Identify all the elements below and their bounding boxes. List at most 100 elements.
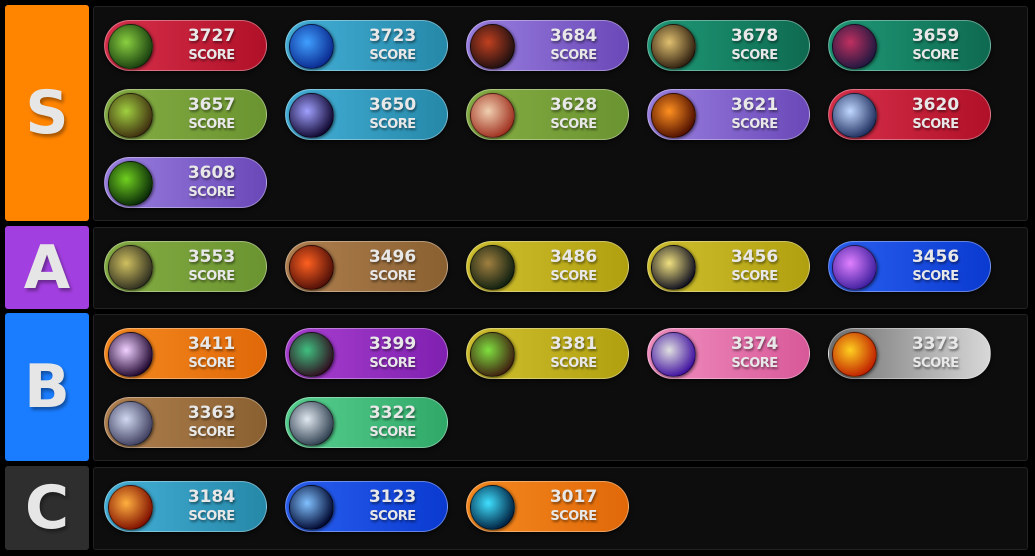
tier-label-s: S	[5, 5, 89, 221]
score-card[interactable]: 3123 SCORE	[285, 481, 448, 532]
score-value: 3684	[549, 26, 598, 46]
score-value: 3727	[187, 26, 236, 46]
golden-hood-icon	[651, 24, 696, 69]
score-label: SCORE	[731, 356, 778, 371]
score-value: 3608	[187, 163, 236, 183]
score-card[interactable]: 3727 SCORE	[104, 20, 267, 71]
score-value: 3123	[368, 487, 417, 507]
score-card[interactable]: 3657 SCORE	[104, 88, 267, 140]
score-card[interactable]: 3456 SCORE	[647, 241, 810, 292]
fireball-icon	[108, 485, 153, 530]
score-label: SCORE	[188, 48, 235, 63]
score-card[interactable]: 3363 SCORE	[104, 396, 267, 448]
score-card[interactable]: 3608 SCORE	[104, 157, 267, 208]
score-label: SCORE	[369, 424, 416, 440]
score-card[interactable]: 3373 SCORE	[828, 328, 991, 379]
score-label: SCORE	[912, 356, 959, 371]
score-value: 3650	[368, 94, 417, 115]
score-value: 3374	[730, 334, 779, 354]
score-card[interactable]: 3621 SCORE	[647, 88, 810, 140]
score-label: SCORE	[369, 509, 416, 524]
shadow-burst-icon	[108, 332, 153, 377]
score-card[interactable]: 3628 SCORE	[466, 88, 629, 140]
lightning-icon	[289, 485, 334, 530]
score-card[interactable]: 3381 SCORE	[466, 328, 629, 379]
score-label: SCORE	[188, 116, 235, 132]
score-card[interactable]: 3678 SCORE	[647, 20, 810, 71]
tier-row-a: 3553 SCORE 3496 SCORE 3486 SCORE 3456 SCORE 3456…	[93, 227, 1028, 309]
score-label: SCORE	[369, 48, 416, 63]
score-value: 3399	[368, 334, 417, 354]
score-card[interactable]: 3017 SCORE	[466, 481, 629, 532]
score-card[interactable]: 3399 SCORE	[285, 328, 448, 379]
score-label: SCORE	[188, 509, 235, 524]
fire-slash-icon	[651, 92, 696, 138]
score-card[interactable]: 3486 SCORE	[466, 241, 629, 292]
score-value: 3322	[368, 402, 417, 423]
tier-row-c: 3184 SCORE 3123 SCORE 3017 SCORE	[93, 467, 1028, 550]
bandaged-fist-icon	[470, 92, 515, 138]
score-value: 3621	[730, 94, 779, 115]
beast-face-icon	[289, 400, 334, 446]
war-hammer-icon	[651, 332, 696, 377]
score-label: SCORE	[550, 116, 597, 132]
score-label: SCORE	[550, 356, 597, 371]
score-value: 3373	[911, 334, 960, 354]
score-value: 3456	[911, 247, 960, 267]
score-label: SCORE	[731, 269, 778, 284]
steel-gauntlet-icon	[108, 400, 153, 446]
score-value: 3659	[911, 26, 960, 46]
score-label: SCORE	[188, 356, 235, 371]
tier-label-a: A	[5, 226, 89, 309]
nature-crossed-blades-icon	[470, 332, 515, 377]
score-card[interactable]: 3184 SCORE	[104, 481, 267, 532]
score-card[interactable]: 3650 SCORE	[285, 88, 448, 140]
golden-spear-icon	[651, 245, 696, 290]
score-value: 3553	[187, 247, 236, 267]
burning-skull-icon	[832, 332, 877, 377]
score-card[interactable]: 3456 SCORE	[828, 241, 991, 292]
green-demon-icon	[289, 332, 334, 377]
score-value: 3486	[549, 247, 598, 267]
arcane-sparkle-icon	[289, 92, 334, 138]
score-label: SCORE	[188, 269, 235, 284]
score-label: SCORE	[369, 356, 416, 371]
score-card[interactable]: 3496 SCORE	[285, 241, 448, 292]
green-skull-icon	[108, 24, 153, 69]
score-card[interactable]: 3411 SCORE	[104, 328, 267, 379]
score-value: 3496	[368, 247, 417, 267]
frost-claw-icon	[470, 485, 515, 530]
flame-helm-icon	[289, 245, 334, 290]
score-card[interactable]: 3723 SCORE	[285, 20, 448, 71]
score-value: 3628	[549, 94, 598, 115]
hooded-rogue-icon	[470, 245, 515, 290]
tier-row-b: 3411 SCORE 3399 SCORE 3381 SCORE 3374 SCORE 3373…	[93, 314, 1028, 461]
score-label: SCORE	[369, 116, 416, 132]
tier-row-s: 3727 SCORE 3723 SCORE 3684 SCORE 3678 SCORE 3659…	[93, 6, 1028, 221]
score-label: SCORE	[550, 269, 597, 284]
score-label: SCORE	[912, 269, 959, 284]
score-value: 3017	[549, 487, 598, 507]
score-label: SCORE	[912, 116, 959, 132]
score-value: 3456	[730, 247, 779, 267]
score-label: SCORE	[731, 48, 778, 63]
dragon-head-icon	[832, 24, 877, 69]
score-value: 3678	[730, 26, 779, 46]
score-value: 3620	[911, 94, 960, 115]
score-label: SCORE	[550, 48, 597, 63]
score-card[interactable]: 3684 SCORE	[466, 20, 629, 71]
score-label: SCORE	[912, 48, 959, 63]
green-maw-icon	[108, 161, 153, 206]
score-card[interactable]: 3659 SCORE	[828, 20, 991, 71]
frost-skull-icon	[832, 92, 877, 138]
score-card[interactable]: 3553 SCORE	[104, 241, 267, 292]
score-value: 3381	[549, 334, 598, 354]
score-card[interactable]: 3322 SCORE	[285, 396, 448, 448]
score-card[interactable]: 3374 SCORE	[647, 328, 810, 379]
score-value: 3411	[187, 334, 236, 354]
score-card[interactable]: 3620 SCORE	[828, 88, 991, 140]
blue-eye-rune-icon	[289, 24, 334, 69]
elf-hunter-icon	[108, 92, 153, 138]
score-label: SCORE	[550, 509, 597, 524]
score-label: SCORE	[188, 185, 235, 200]
